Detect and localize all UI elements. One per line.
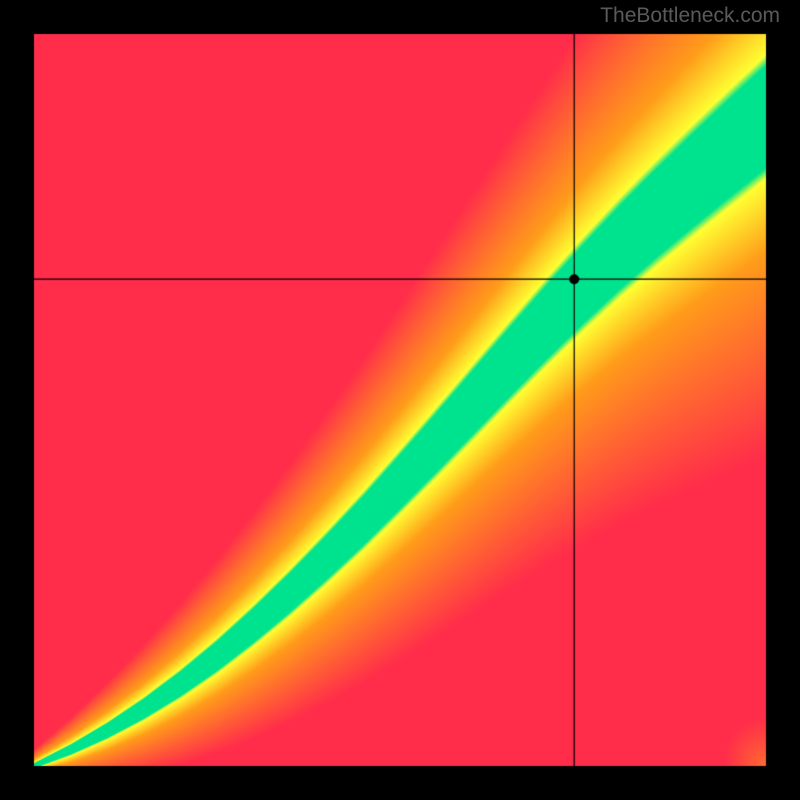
watermark-text: TheBottleneck.com [600,4,780,28]
heatmap-canvas [0,0,800,800]
